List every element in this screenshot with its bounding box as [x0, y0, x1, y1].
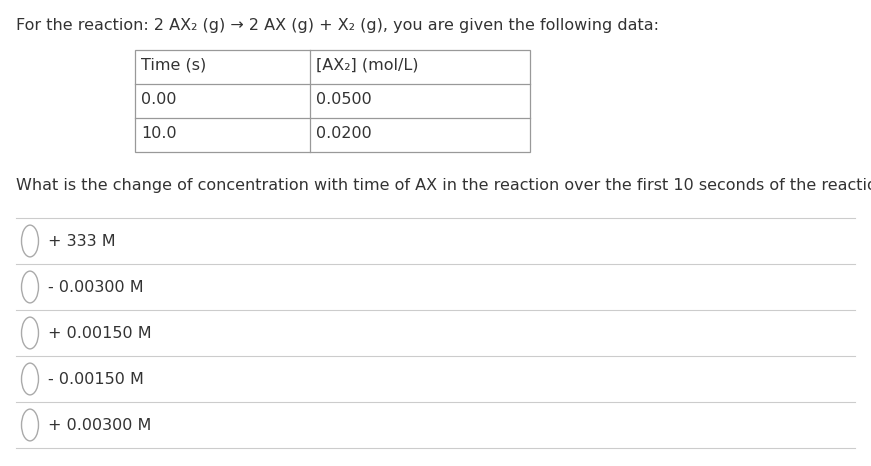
Text: 0.0500: 0.0500	[316, 92, 372, 107]
Text: + 0.00150 M: + 0.00150 M	[49, 325, 152, 341]
Text: - 0.00300 M: - 0.00300 M	[49, 280, 144, 295]
Bar	[135, 50, 530, 152]
Text: - 0.00150 M: - 0.00150 M	[49, 371, 145, 386]
Text: + 0.00300 M: + 0.00300 M	[49, 418, 152, 432]
Text: 0.0200: 0.0200	[316, 126, 372, 141]
Text: 0.00: 0.00	[141, 92, 177, 107]
Text: + 333 M: + 333 M	[49, 233, 116, 248]
Text: What is the change of concentration with time of AX in the reaction over the fir: What is the change of concentration with…	[16, 178, 871, 193]
Text: Time (s): Time (s)	[141, 58, 206, 73]
Text: 10.0: 10.0	[141, 126, 177, 141]
Text: For the reaction: 2 AX₂ (g) → 2 AX (g) + X₂ (g), you are given the following dat: For the reaction: 2 AX₂ (g) → 2 AX (g) +…	[16, 18, 659, 33]
Text: [AX₂] (mol/L): [AX₂] (mol/L)	[316, 58, 418, 73]
